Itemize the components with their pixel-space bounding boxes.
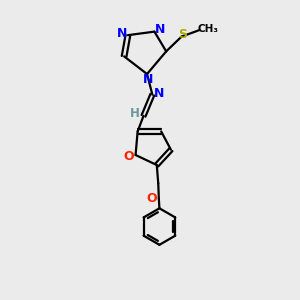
Text: O: O bbox=[146, 192, 157, 205]
Text: O: O bbox=[124, 150, 134, 163]
Text: N: N bbox=[117, 27, 127, 40]
Text: N: N bbox=[143, 73, 154, 86]
Text: N: N bbox=[154, 23, 165, 36]
Text: N: N bbox=[154, 87, 164, 100]
Text: CH₃: CH₃ bbox=[197, 24, 218, 34]
Text: S: S bbox=[178, 28, 188, 41]
Text: H: H bbox=[130, 107, 140, 120]
